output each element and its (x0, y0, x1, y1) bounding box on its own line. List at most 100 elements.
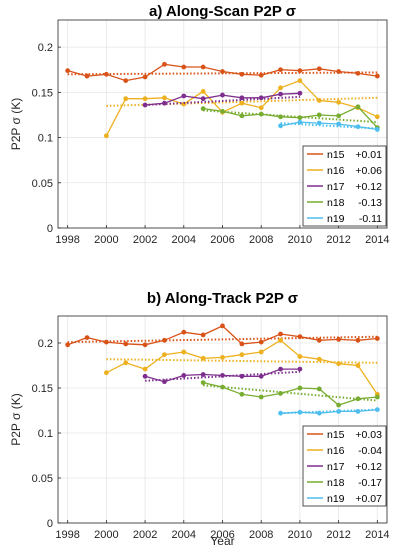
data-point (297, 409, 303, 415)
y-tick-label: 0 (47, 518, 53, 530)
y-tick-label: 0.1 (38, 428, 53, 440)
legend-trend-value: +0.12 (355, 181, 382, 193)
data-point (162, 95, 167, 101)
data-point (278, 410, 283, 416)
x-tick-label: 2008 (249, 234, 273, 246)
legend-label: n17 (327, 461, 345, 473)
data-point (297, 385, 303, 391)
legend-label: n19 (327, 493, 345, 505)
data-point (65, 342, 71, 348)
data-point (278, 123, 283, 129)
data-point (84, 335, 90, 340)
data-point (316, 356, 322, 362)
chart-title: b) Along-Track P2P σ (147, 290, 298, 307)
data-point (374, 394, 380, 400)
data-point (142, 102, 148, 108)
data-point (316, 66, 322, 72)
data-point (355, 70, 361, 76)
y-axis-label: P2P σ (K) (9, 393, 23, 446)
data-point (220, 373, 225, 378)
legend-label: n17 (327, 181, 345, 193)
chart-title: a) Along-Scan P2P σ (149, 3, 296, 20)
data-point (278, 114, 283, 120)
x-tick-label: 2014 (365, 234, 389, 246)
data-point (162, 100, 167, 106)
data-point (278, 91, 283, 97)
data-point (162, 61, 167, 67)
legend-trend-value: -0.13 (358, 197, 382, 209)
data-point (142, 342, 148, 348)
legend-label: n16 (327, 445, 345, 457)
x-tick-label: 2006 (210, 234, 234, 246)
series-line (280, 408, 378, 414)
data-point (220, 323, 225, 329)
x-tick-label: 1998 (55, 529, 79, 541)
data-point (200, 96, 206, 102)
data-point (162, 337, 167, 343)
series-n19 (278, 119, 380, 132)
x-tick-label: 2014 (365, 529, 389, 541)
series-n17 (142, 90, 303, 108)
y-tick-label: 0.15 (32, 87, 53, 99)
data-point (278, 366, 283, 372)
y-tick-label: 0.15 (32, 383, 53, 395)
data-point (278, 67, 283, 73)
trend-line (203, 109, 378, 124)
trend-line (67, 335, 378, 344)
data-point (316, 386, 322, 392)
chart-panel-1: 1998 2000 2002 2004 2006 2008 2010 2012 2014 0 0.0… (9, 3, 390, 246)
data-point (278, 85, 283, 91)
series-n16 (103, 78, 380, 139)
data-point (123, 360, 129, 366)
series-n18 (200, 380, 380, 408)
data-point (162, 352, 167, 358)
data-point (258, 111, 264, 117)
legend: n15 +0.03 n16 -0.04 n17 +0.12 n18 -0.17 n19 +0.07 (302, 425, 387, 507)
data-point (297, 119, 303, 125)
x-tick-label: 2004 (172, 529, 196, 541)
data-point (316, 112, 322, 118)
data-point (103, 339, 109, 345)
data-point (181, 93, 187, 99)
data-point (239, 391, 245, 397)
x-tick-label: 2000 (94, 234, 118, 246)
chart-panel-2: 1998 2000 2002 2004 2006 2008 2010 2012 2014 0 0.0… (9, 290, 390, 548)
data-point (374, 114, 380, 120)
data-point (239, 71, 245, 77)
x-tick-label: 2006 (210, 529, 234, 541)
data-point (297, 366, 303, 372)
data-point (200, 372, 206, 377)
data-point (355, 124, 361, 130)
data-point (181, 349, 187, 355)
y-tick-label: 0.05 (32, 473, 53, 485)
legend-label: n15 (327, 149, 345, 161)
y-tick-label: 0.1 (38, 133, 53, 145)
legend: n15 +0.01 n16 +0.06 n17 +0.12 n18 -0.13 n19 -0.11 (302, 145, 387, 227)
data-point (200, 106, 206, 112)
data-point (200, 355, 206, 361)
data-point (336, 113, 342, 119)
data-point (297, 68, 303, 74)
series-n16 (103, 337, 380, 397)
x-tick-label: 1998 (55, 234, 79, 246)
legend-trend-value: -0.04 (358, 445, 382, 457)
data-point (239, 373, 245, 379)
data-point (123, 341, 129, 347)
data-point (123, 96, 129, 102)
data-point (142, 366, 148, 372)
data-point (258, 394, 264, 400)
data-point (316, 410, 322, 416)
data-point (297, 354, 303, 359)
data-point (200, 64, 206, 70)
y-tick-label: 0 (47, 223, 53, 235)
trend-line (203, 384, 378, 402)
data-point (142, 74, 148, 80)
x-tick-label: 2008 (249, 529, 273, 541)
data-point (220, 355, 225, 360)
data-point (336, 409, 342, 414)
data-point (258, 105, 264, 111)
x-tick-label: 2010 (288, 529, 312, 541)
x-tick-label: 2012 (326, 234, 350, 246)
data-point (258, 373, 264, 379)
data-point (336, 337, 342, 342)
